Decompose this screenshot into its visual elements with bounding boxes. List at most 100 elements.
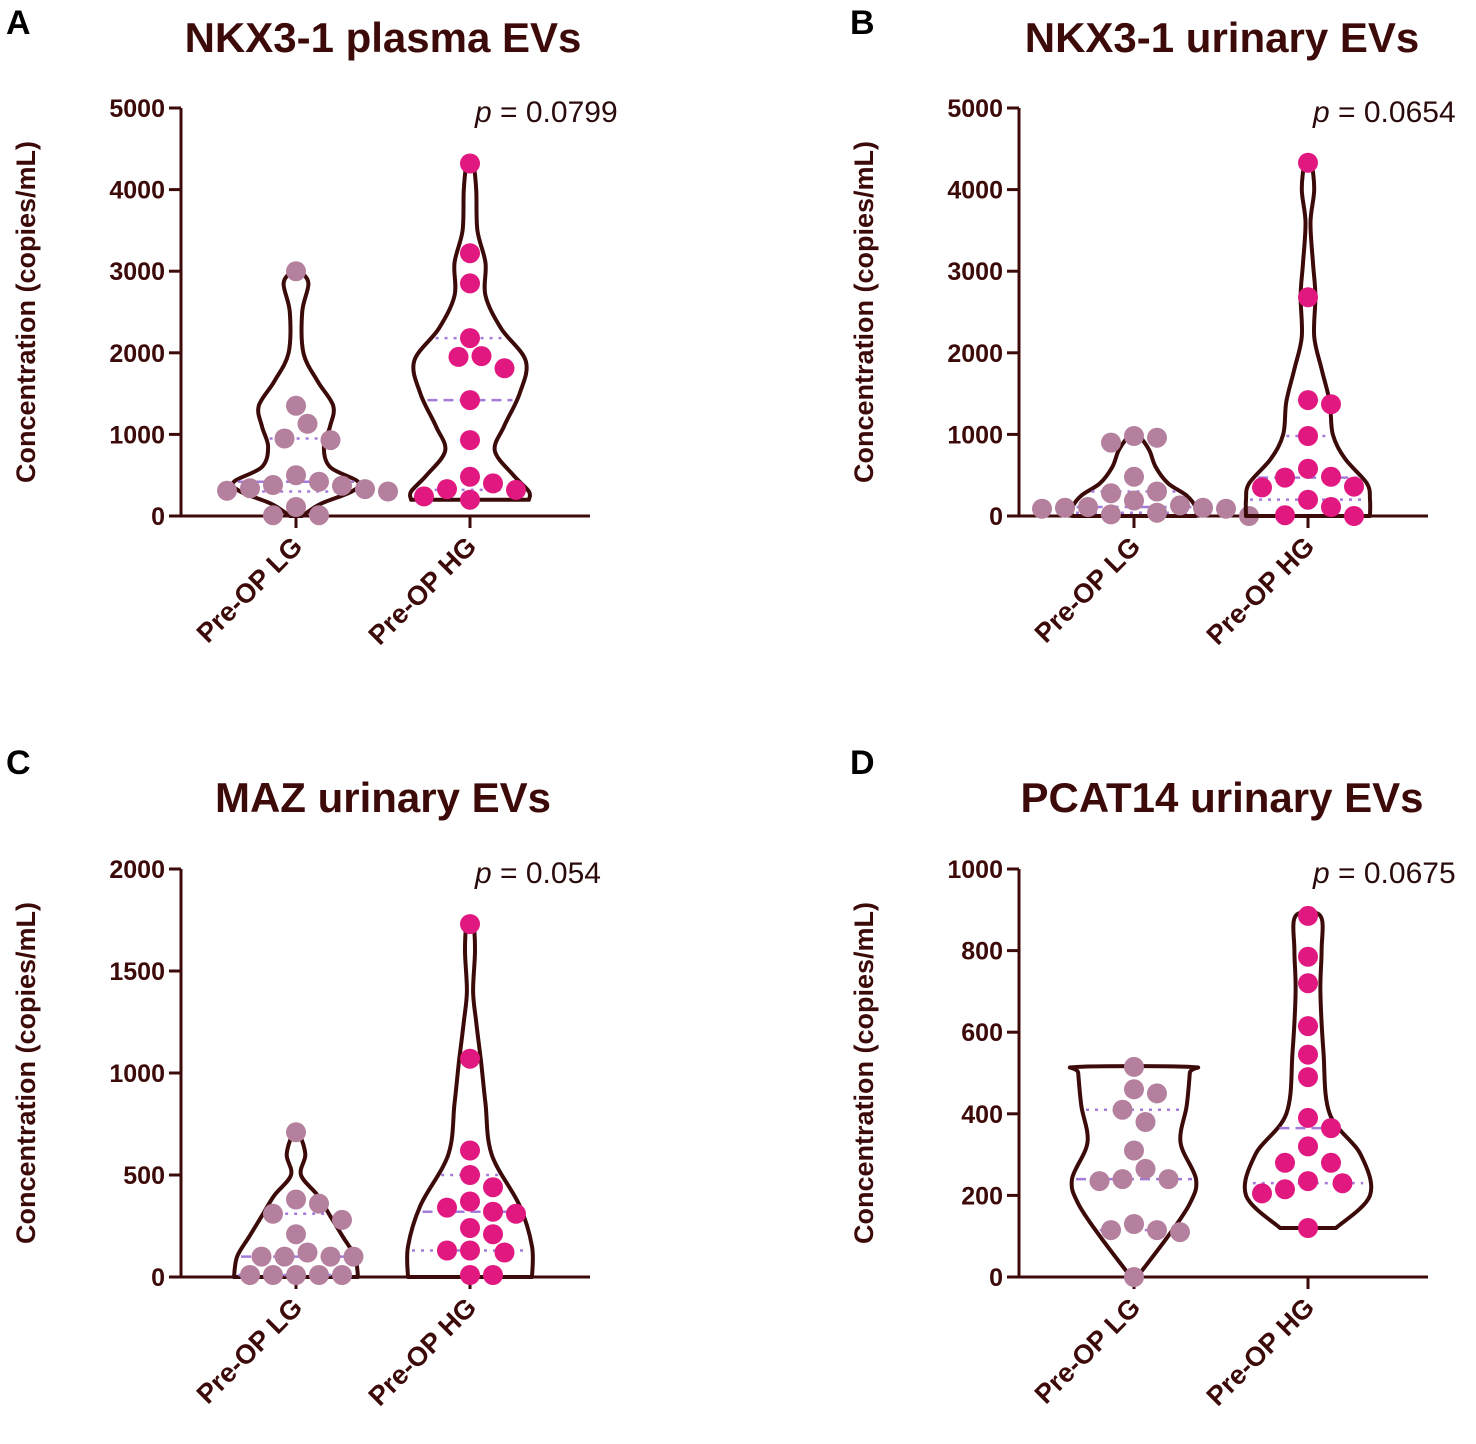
data-point [1252, 1183, 1272, 1204]
data-point [286, 1189, 306, 1210]
data-point [1124, 1140, 1144, 1161]
data-point [1298, 152, 1318, 173]
data-point [251, 1246, 272, 1267]
data-point [460, 489, 480, 510]
data-point [297, 413, 318, 434]
data-point [1135, 1158, 1156, 1179]
data-point [1124, 490, 1144, 511]
data-point [217, 480, 237, 501]
data-point [1124, 426, 1144, 446]
data-point [1147, 502, 1167, 523]
data-point [483, 1177, 503, 1198]
x-tick-label: Pre-OP HG [1201, 531, 1321, 651]
data-point [1147, 427, 1167, 448]
chart-title: NKX3-1 urinary EVs [1025, 14, 1420, 61]
data-point [483, 473, 503, 494]
data-point [1147, 481, 1167, 502]
y-tick-label: 1000 [947, 421, 1003, 449]
y-axis-label: Concentration (copies/mL) [11, 902, 41, 1244]
y-tick-label: 0 [989, 1264, 1003, 1292]
data-point [414, 486, 434, 507]
data-point [506, 479, 526, 500]
x-tick-label: Pre-OP HG [363, 1292, 483, 1412]
data-point [1298, 426, 1318, 446]
data-point [1147, 1083, 1167, 1104]
y-tick-label: 1000 [109, 1060, 165, 1088]
data-point [1298, 973, 1318, 994]
data-point [460, 273, 480, 294]
data-point [460, 1191, 480, 1212]
y-tick-label: 0 [989, 503, 1003, 531]
data-point [274, 1246, 295, 1267]
data-point [1275, 1179, 1295, 1200]
data-point [286, 1224, 306, 1245]
y-tick-label: 0 [151, 1264, 165, 1292]
data-point [460, 1265, 480, 1285]
y-tick-label: 1500 [109, 958, 165, 986]
data-point [240, 478, 260, 499]
data-point [1344, 476, 1364, 497]
data-point [1112, 1099, 1133, 1120]
data-point [1112, 1169, 1133, 1190]
y-tick-label: 500 [123, 1162, 165, 1190]
y-axis-label: Concentration (copies/mL) [11, 141, 41, 483]
x-tick-label: Pre-OP LG [191, 531, 308, 648]
data-point [1298, 1016, 1318, 1037]
p-value: p = 0.054 [474, 857, 601, 890]
data-point [1298, 390, 1318, 411]
data-point [1298, 1171, 1318, 1192]
data-point [483, 1224, 503, 1245]
panel-c: C MAZ urinary EVs Concentration (copies/mL… [6, 744, 601, 1412]
data-point [460, 153, 480, 174]
y-tick-label: 1000 [947, 856, 1003, 884]
data-point [343, 1246, 364, 1267]
data-point [1193, 497, 1213, 518]
data-point [274, 428, 295, 449]
data-point [460, 914, 480, 935]
data-point [494, 1242, 515, 1263]
data-point [1298, 1044, 1318, 1065]
data-point [1078, 497, 1098, 517]
y-tick-label: 5000 [947, 95, 1003, 123]
data-point [355, 479, 375, 500]
data-point [332, 475, 352, 496]
data-point [460, 1218, 480, 1238]
data-point [1298, 458, 1318, 479]
panel-letter: B [850, 4, 875, 42]
data-point [1124, 1056, 1144, 1077]
data-point [1275, 467, 1295, 488]
x-tick-label: Pre-OP LG [1029, 531, 1146, 648]
data-point [332, 1265, 352, 1285]
y-tick-label: 2000 [947, 340, 1003, 368]
x-tick-label: Pre-OP LG [191, 1292, 308, 1409]
data-point [483, 1201, 503, 1222]
x-tick-label: Pre-OP HG [363, 531, 483, 651]
data-point [1124, 1214, 1144, 1234]
data-point [286, 465, 306, 486]
data-point [437, 479, 457, 500]
panel-letter: D [850, 744, 875, 782]
data-point [1124, 1079, 1144, 1100]
x-tick-label: Pre-OP HG [1201, 1292, 1321, 1412]
p-number: = 0.0799 [492, 96, 618, 129]
data-point [460, 1165, 480, 1185]
panel-b: B NKX3-1 urinary EVs Concentration (copies… [849, 4, 1456, 651]
data-point [263, 475, 283, 495]
y-tick-label: 2000 [109, 856, 165, 884]
y-tick-label: 4000 [947, 177, 1003, 205]
data-point [1101, 504, 1121, 525]
data-point [297, 1242, 318, 1263]
y-tick-label: 4000 [109, 177, 165, 205]
data-point [1344, 506, 1364, 526]
data-point [1275, 505, 1295, 526]
y-tick-label: 800 [961, 938, 1003, 966]
y-tick-label: 0 [151, 503, 165, 531]
data-point [263, 1265, 283, 1285]
data-point [286, 1265, 306, 1285]
data-point [460, 328, 480, 349]
data-point [286, 261, 306, 282]
data-point [1216, 498, 1236, 519]
data-point [1101, 483, 1121, 504]
data-point [332, 1209, 352, 1230]
